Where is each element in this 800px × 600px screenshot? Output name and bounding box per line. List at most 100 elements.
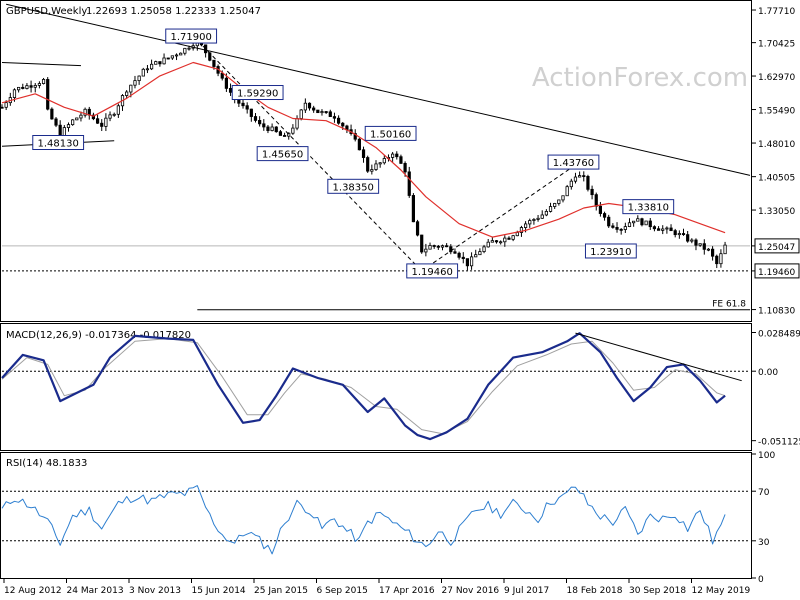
candle-body: [21, 86, 25, 89]
candle-body: [569, 180, 573, 188]
annotation-label: 1.43760: [553, 158, 594, 169]
candle-body: [557, 199, 561, 204]
candle-body: [407, 171, 411, 196]
candle-body: [278, 131, 283, 136]
candle-body: [553, 203, 557, 207]
candle-body: [320, 111, 324, 114]
candle-body: [607, 216, 611, 227]
annotation-label: 1.48130: [37, 139, 78, 150]
candle-body: [602, 213, 607, 218]
candle-body: [33, 85, 37, 88]
candle-body: [611, 225, 615, 228]
rsi-panel-frame: [0, 452, 752, 579]
candle-body: [71, 119, 75, 126]
candle-body: [702, 243, 706, 250]
candle-body: [415, 221, 420, 236]
date-tick-label: 30 Sep 2018: [629, 586, 686, 596]
candle-body: [149, 63, 154, 70]
date-tick-label: 15 Jun 2014: [192, 586, 246, 596]
candle-body: [91, 114, 96, 120]
candle-body: [677, 233, 681, 236]
candle-body: [108, 114, 112, 119]
candle-body: [361, 149, 366, 158]
rsi-header: RSI(14) 48.1833: [6, 458, 87, 469]
candle-body: [183, 47, 187, 54]
candle-body: [648, 220, 652, 228]
macd-tick-label: 0.00: [758, 368, 778, 378]
candle-body: [490, 240, 494, 243]
macd-indicator: [1, 332, 750, 441]
date-tick-label: 17 Apr 2016: [379, 586, 435, 596]
candle-body: [241, 102, 245, 107]
candle-body: [258, 119, 262, 125]
candle-body: [95, 118, 100, 124]
candle-body: [715, 255, 719, 265]
candle-body: [170, 55, 174, 59]
candle-body: [686, 234, 690, 242]
annotation-label: 1.38350: [333, 182, 374, 193]
candle-body: [58, 124, 62, 137]
candle-body: [515, 232, 519, 237]
candle-body: [673, 230, 677, 236]
date-tick-label: 6 Sep 2015: [317, 586, 368, 596]
candle-body: [436, 245, 440, 248]
candle-body: [324, 111, 328, 113]
price-panel-frame: [0, 0, 752, 322]
macd-tick-label: -0.051125: [758, 438, 800, 448]
date-tick-label: 24 Mar 2013: [67, 586, 124, 596]
candle-body: [528, 220, 532, 225]
candle-body: [228, 87, 233, 93]
candle-body: [403, 162, 407, 173]
price-axis: 1.77710 1.70425 1.62970 1.55490 1.48010 1.405…: [752, 7, 800, 317]
swing-annotations: 1.71900 1.59290 1.48130 1.45650 1.50160 1.383…: [32, 28, 675, 279]
candle-body: [411, 195, 416, 223]
candle-body: [353, 133, 357, 140]
rsi-tick-label: 30: [758, 538, 770, 548]
date-tick-label: 12 Aug 2012: [4, 586, 62, 596]
date-tick-label: 9 Jul 2017: [504, 586, 549, 596]
candle-body: [287, 132, 291, 137]
price-tick-label: 1.62970: [758, 73, 795, 83]
rsi-indicator: [1, 485, 750, 555]
candle-body: [478, 251, 482, 256]
candle-body: [619, 228, 623, 231]
candle-body: [46, 79, 50, 110]
annotation-box: [327, 178, 380, 194]
candle-body: [486, 241, 490, 248]
annotation-box: [165, 28, 218, 44]
candle-body: [266, 126, 270, 131]
candle-body: [328, 111, 332, 117]
candle-body: [494, 240, 499, 243]
fib-extension-label: FE 61.8: [712, 300, 746, 310]
trendline-4: [421, 161, 580, 272]
candle-body: [282, 135, 287, 137]
macd-tick-label: 0.028489: [758, 329, 800, 339]
candle-body: [719, 253, 723, 265]
candle-body: [698, 243, 702, 246]
candle-body: [681, 233, 686, 236]
candle-body: [445, 245, 449, 248]
annotation-box: [364, 125, 417, 141]
candle-body: [507, 237, 511, 240]
candle-body: [332, 116, 337, 119]
date-tick-label: 3 Nov 2013: [129, 586, 181, 596]
candle-body: [29, 85, 33, 88]
candle-body: [249, 108, 253, 117]
price-tick-label: 1.33050: [758, 207, 795, 217]
candle-body: [66, 124, 71, 128]
candle-body: [125, 91, 129, 96]
candle-body: [12, 89, 17, 98]
candle-body: [253, 116, 258, 121]
candle-body: [474, 254, 478, 258]
candle-body: [499, 241, 503, 244]
candle-body: [615, 226, 619, 230]
candle-body: [694, 239, 698, 246]
candle-body: [532, 219, 536, 221]
candle-body: [598, 205, 603, 214]
price-tick-label: 1.70425: [758, 40, 795, 50]
candle-body: [536, 217, 540, 220]
date-axis: 12 Aug 2012 24 Mar 2013 3 Nov 2013 15 Jun 2…: [3, 579, 750, 596]
candle-body: [623, 226, 627, 230]
candle-body: [224, 77, 228, 89]
candle-body: [420, 234, 424, 253]
